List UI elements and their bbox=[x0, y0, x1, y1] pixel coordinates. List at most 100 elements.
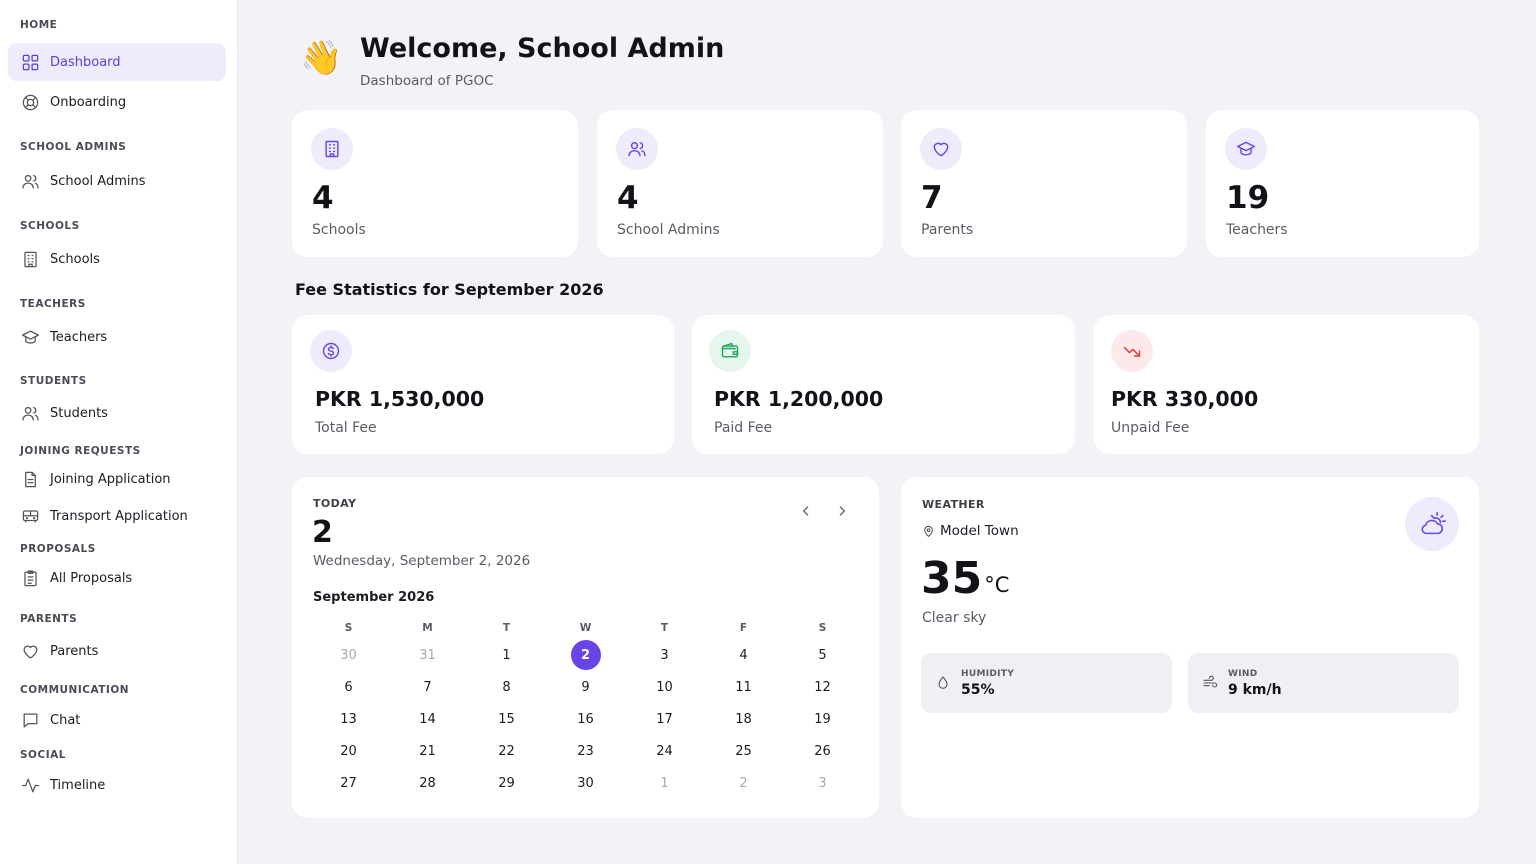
today-label: TODAY bbox=[313, 497, 357, 510]
users-icon bbox=[20, 403, 40, 423]
calendar-day-number: 2 bbox=[739, 775, 748, 791]
sidebar-item-schools[interactable]: Schools bbox=[8, 240, 226, 278]
calendar-day[interactable]: 15 bbox=[467, 703, 546, 735]
section-students: STUDENTS bbox=[20, 375, 87, 387]
chevron-right-icon bbox=[839, 506, 845, 516]
calendar-day-number: 24 bbox=[656, 743, 673, 759]
graduation-cap-icon bbox=[20, 327, 40, 347]
calendar-day[interactable]: 22 bbox=[467, 735, 546, 767]
calendar-day[interactable]: 24 bbox=[625, 735, 704, 767]
fee-value: PKR 1,530,000 bbox=[315, 387, 485, 411]
lifebuoy-icon bbox=[20, 92, 40, 112]
section-teachers: TEACHERS bbox=[20, 298, 86, 310]
fee-label: Total Fee bbox=[315, 420, 377, 436]
section-proposals: PROPOSALS bbox=[20, 543, 96, 555]
section-parents: PARENTS bbox=[20, 613, 78, 625]
stat-label: Parents bbox=[921, 222, 974, 238]
stat-card-schools: 4 Schools bbox=[292, 110, 578, 257]
sidebar-item-parents[interactable]: Parents bbox=[8, 632, 226, 670]
calendar-day[interactable]: 1 bbox=[625, 767, 704, 799]
calendar-day[interactable]: 7 bbox=[388, 671, 467, 703]
sidebar-item-chat[interactable]: Chat bbox=[8, 701, 226, 739]
calendar-day[interactable]: 9 bbox=[546, 671, 625, 703]
weekday-header: W bbox=[579, 622, 592, 634]
calendar-day[interactable]: 3 bbox=[625, 639, 704, 671]
calendar-day[interactable]: 10 bbox=[625, 671, 704, 703]
fee-label: Paid Fee bbox=[714, 420, 773, 436]
calendar-day[interactable]: 21 bbox=[388, 735, 467, 767]
calendar-day-number: 31 bbox=[419, 647, 436, 663]
sidebar-item-onboarding[interactable]: Onboarding bbox=[8, 83, 226, 121]
weekday-header: F bbox=[739, 622, 748, 634]
calendar-day-number: 3 bbox=[818, 775, 827, 791]
prev-month-button[interactable] bbox=[794, 499, 818, 523]
calendar-day[interactable]: 31 bbox=[388, 639, 467, 671]
calendar-day[interactable]: 28 bbox=[388, 767, 467, 799]
calendar-day[interactable]: 8 bbox=[467, 671, 546, 703]
calendar-grid: S M T W T F S 30 31 1 2 3 4 5 6 7 8 9 10 11 12 13 14 15 16 17 18 19… bbox=[309, 617, 859, 799]
building-icon bbox=[20, 249, 40, 269]
next-month-button[interactable] bbox=[830, 499, 854, 523]
calendar-day[interactable]: 27 bbox=[309, 767, 388, 799]
calendar-day[interactable]: 19 bbox=[783, 703, 862, 735]
calendar-day[interactable]: 30 bbox=[546, 767, 625, 799]
calendar-day-number: 29 bbox=[498, 775, 515, 791]
calendar-day-number: 25 bbox=[735, 743, 752, 759]
calendar-day[interactable]: 29 bbox=[467, 767, 546, 799]
calendar-day-number: 3 bbox=[660, 647, 669, 663]
building-icon bbox=[311, 128, 353, 170]
document-icon bbox=[20, 469, 40, 489]
calendar-day-number: 17 bbox=[656, 711, 673, 727]
sidebar-item-label: Parents bbox=[50, 643, 99, 659]
calendar-day[interactable]: 23 bbox=[546, 735, 625, 767]
calendar-day[interactable]: 14 bbox=[388, 703, 467, 735]
calendar-day-number: 21 bbox=[419, 743, 436, 759]
calendar-day-number: 8 bbox=[502, 679, 511, 695]
calendar-day-number: 9 bbox=[581, 679, 590, 695]
stat-card-teachers: 19 Teachers bbox=[1206, 110, 1479, 257]
wind-icon bbox=[1203, 675, 1218, 688]
humidity-label: HUMIDITY bbox=[961, 668, 1015, 679]
calendar-day[interactable]: 26 bbox=[783, 735, 862, 767]
wallet-icon bbox=[709, 330, 751, 372]
calendar-day[interactable]: 17 bbox=[625, 703, 704, 735]
sidebar-item-dashboard[interactable]: Dashboard bbox=[8, 43, 226, 81]
partly-cloudy-icon bbox=[1405, 497, 1459, 551]
calendar-day[interactable]: 1 bbox=[467, 639, 546, 671]
sidebar-item-joining-application[interactable]: Joining Application bbox=[8, 460, 226, 498]
calendar-day[interactable]: 25 bbox=[704, 735, 783, 767]
calendar-day[interactable]: 4 bbox=[704, 639, 783, 671]
weather-card: WEATHER Model Town 35 °C Clear sky HUMIDI… bbox=[901, 477, 1479, 818]
sidebar-item-teachers[interactable]: Teachers bbox=[8, 318, 226, 356]
stat-label: School Admins bbox=[617, 222, 720, 238]
stat-value: 4 bbox=[617, 180, 639, 216]
sidebar-item-label: Onboarding bbox=[50, 94, 127, 110]
sidebar-item-school-admins[interactable]: School Admins bbox=[8, 162, 226, 200]
calendar-day[interactable]: 6 bbox=[309, 671, 388, 703]
calendar-day[interactable]: 3 bbox=[783, 767, 862, 799]
calendar-day[interactable]: 2 bbox=[704, 767, 783, 799]
section-home: HOME bbox=[20, 19, 58, 31]
calendar-day[interactable]: 20 bbox=[309, 735, 388, 767]
calendar-day[interactable]: 11 bbox=[704, 671, 783, 703]
sidebar-item-all-proposals[interactable]: All Proposals bbox=[8, 559, 226, 597]
weather-condition: Clear sky bbox=[922, 610, 987, 626]
calendar-day-selected[interactable]: 2 bbox=[546, 639, 625, 671]
calendar-day-number: 10 bbox=[656, 679, 673, 695]
sidebar-item-students[interactable]: Students bbox=[8, 394, 226, 432]
sidebar-item-timeline[interactable]: Timeline bbox=[8, 766, 226, 804]
sidebar-item-transport-application[interactable]: Transport Application bbox=[8, 497, 226, 535]
calendar-day[interactable]: 5 bbox=[783, 639, 862, 671]
dollar-icon bbox=[310, 330, 352, 372]
calendar-day[interactable]: 13 bbox=[309, 703, 388, 735]
sidebar-item-label: Students bbox=[50, 405, 108, 421]
calendar-day[interactable]: 30 bbox=[309, 639, 388, 671]
calendar-day[interactable]: 12 bbox=[783, 671, 862, 703]
calendar-day[interactable]: 16 bbox=[546, 703, 625, 735]
weekday-header: T bbox=[660, 622, 669, 634]
weather-temperature: 35 °C bbox=[921, 553, 1009, 604]
fee-card-unpaid: PKR 330,000 Unpaid Fee bbox=[1094, 315, 1479, 454]
weather-location: Model Town bbox=[922, 523, 1019, 539]
calendar-day[interactable]: 18 bbox=[704, 703, 783, 735]
calendar-day-number: 30 bbox=[577, 775, 594, 791]
